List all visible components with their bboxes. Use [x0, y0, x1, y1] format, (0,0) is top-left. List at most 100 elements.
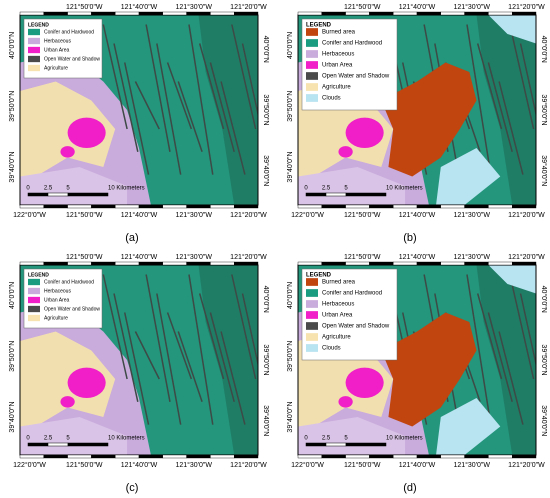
shadow	[134, 331, 160, 380]
bottom-coord: 121°30'0"W	[453, 461, 490, 469]
top-coord: 121°40'0"W	[399, 3, 436, 11]
legend-swatch	[28, 37, 40, 45]
frame-seg	[138, 454, 163, 459]
shadow	[123, 62, 150, 175]
legend-label: Herbaceous	[322, 52, 354, 58]
frame-seg	[345, 204, 370, 209]
clouds	[436, 148, 501, 205]
legend-swatch	[306, 50, 318, 58]
right-coord: 40°0'0"N	[540, 36, 548, 63]
frame-seg	[393, 11, 418, 16]
scale-label: 2.5	[322, 436, 331, 442]
frame-seg	[138, 204, 163, 209]
legend-label: Urban Area	[322, 63, 353, 69]
frame-seg	[67, 261, 92, 266]
frame-seg	[488, 261, 513, 266]
bottom-coord: 121°30'0"W	[175, 461, 212, 469]
top-coord: 121°50'0"W	[66, 253, 103, 261]
burned	[381, 62, 477, 177]
bottom-coord: 122°0'0"W	[291, 461, 324, 469]
legend-label: Agriculture	[44, 315, 68, 321]
frame-seg	[19, 11, 44, 16]
legend-label: Urban Area	[44, 297, 70, 303]
frame-seg	[321, 204, 346, 209]
shadow	[498, 81, 524, 175]
frame-seg	[345, 261, 370, 266]
legend-title: LEGEND	[306, 273, 332, 279]
legend-title: LEGEND	[28, 22, 49, 28]
left-coord: 40°0'0"N	[286, 282, 294, 309]
left-coord: 39°50'0"N	[8, 341, 16, 372]
shadow	[509, 274, 535, 380]
legend-label: Open Water and Shadow	[322, 74, 390, 80]
legend-label: Herbaceous	[44, 288, 71, 294]
shadow	[487, 62, 513, 152]
scale-seg	[67, 192, 109, 197]
top-coord: 121°40'0"W	[399, 253, 436, 261]
frame-seg	[440, 11, 465, 16]
bottom-coord: 121°50'0"W	[344, 461, 381, 469]
scale-seg	[325, 442, 347, 447]
frame-seg	[114, 204, 140, 209]
top-coord: 121°20'0"W	[508, 3, 545, 11]
bottom-coord: 121°40'0"W	[121, 211, 158, 219]
frame-seg	[186, 454, 211, 459]
scale-label: 0	[304, 436, 308, 442]
frame-seg	[440, 261, 465, 266]
frame-seg	[416, 11, 441, 16]
frame-seg	[233, 204, 259, 209]
bottom-coord: 121°20'0"W	[230, 211, 267, 219]
legend-label: Open Water and Shadow	[322, 324, 390, 330]
top-coord: 121°30'0"W	[175, 253, 212, 261]
frame-seg	[233, 454, 259, 459]
frame-seg	[321, 454, 346, 459]
legend-label: Open Water and Shadow	[44, 56, 100, 62]
scale-label: 5	[66, 436, 70, 442]
legend-swatch	[306, 311, 318, 319]
frame-seg	[488, 11, 513, 16]
map-panel: 121°50'0"W 121°40'0"W 121°30'0"W 121°20'0"W…	[8, 253, 270, 494]
shadow	[198, 293, 225, 380]
legend-label: Clouds	[322, 346, 341, 352]
panel-label: (c)	[126, 482, 139, 494]
shadow	[509, 24, 535, 130]
left-coord: 39°40'0"N	[286, 401, 294, 432]
frame-seg	[393, 204, 418, 209]
legend-label: Burned area	[322, 280, 356, 286]
frame-seg	[416, 454, 441, 459]
legend-swatch	[306, 61, 318, 69]
frame-seg	[91, 11, 116, 16]
right-coord: 39°40'0"N	[540, 155, 548, 186]
legend-swatch	[306, 289, 318, 297]
frame-seg	[369, 261, 394, 266]
shadow	[476, 43, 503, 130]
bottom-coord: 121°30'0"W	[453, 211, 490, 219]
legend-label: Urban Area	[44, 47, 70, 53]
frame-seg	[43, 454, 68, 459]
shadow	[231, 274, 257, 380]
frame-seg	[210, 11, 235, 16]
shadow	[519, 293, 536, 368]
scale-label: 10 Kilometers	[108, 186, 145, 192]
legend-swatch	[28, 46, 40, 54]
bottom-coord: 121°40'0"W	[399, 211, 436, 219]
scale-label: 2.5	[44, 436, 53, 442]
frame-seg	[464, 204, 489, 209]
shadow	[466, 24, 492, 175]
legend-label: Clouds	[322, 96, 341, 102]
legend-label: Conifer and Hardwood	[322, 41, 382, 47]
scale-label: 2.5	[322, 186, 331, 192]
shadow	[209, 62, 235, 152]
frame-seg	[416, 261, 441, 266]
top-coord: 121°30'0"W	[453, 253, 490, 261]
frame-seg	[67, 454, 92, 459]
frame-seg	[464, 11, 489, 16]
top-coord: 121°50'0"W	[344, 3, 381, 11]
left-coord: 39°50'0"N	[8, 91, 16, 122]
right-coord: 40°0'0"N	[262, 286, 270, 313]
urban	[345, 117, 384, 148]
shadow	[241, 43, 258, 118]
left-coord: 40°0'0"N	[8, 32, 16, 59]
right-coord: 40°0'0"N	[540, 286, 548, 313]
frame-seg	[43, 261, 68, 266]
